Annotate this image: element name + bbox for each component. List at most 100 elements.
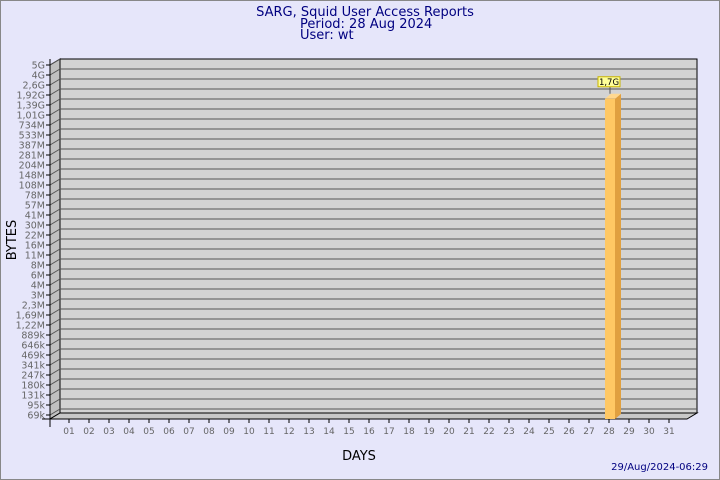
side-wall xyxy=(49,58,61,420)
grid-line-side xyxy=(49,338,61,346)
grid-line-side xyxy=(49,208,61,216)
y-tick-label: 889k xyxy=(21,331,45,342)
x-tick-label: 19 xyxy=(423,427,435,437)
grid-line-side xyxy=(49,218,61,226)
x-tick-label: 24 xyxy=(523,427,535,437)
bar-side xyxy=(615,93,621,419)
x-tick-label: 25 xyxy=(543,427,554,437)
chart-title: SARG, Squid User Access Reports xyxy=(256,5,474,20)
y-tick-label: 646k xyxy=(21,341,45,352)
grid-line-side xyxy=(49,368,61,376)
grid-line-side xyxy=(49,258,61,266)
grid-line-side xyxy=(49,188,61,196)
y-tick-label: 3M xyxy=(31,291,45,302)
grid-line-side xyxy=(49,58,61,66)
y-tick-label: 387M xyxy=(19,141,45,152)
x-tick-label: 16 xyxy=(363,427,375,437)
grid-line-side xyxy=(49,398,61,406)
y-tick-label: 4G xyxy=(32,71,45,82)
grid-line-side xyxy=(49,248,61,256)
grid-line-side xyxy=(49,178,61,186)
x-tick-label: 31 xyxy=(663,427,674,437)
x-tick-label: 20 xyxy=(443,427,455,437)
grid-line-side xyxy=(49,228,61,236)
y-tick-label: 180k xyxy=(21,381,45,392)
y-tick-label: 16M xyxy=(25,241,45,252)
y-tick-label: 41M xyxy=(25,211,45,222)
x-tick-label: 13 xyxy=(303,427,314,437)
x-tick-label: 10 xyxy=(243,427,255,437)
x-tick-label: 26 xyxy=(563,427,575,437)
y-tick-label: 148M xyxy=(19,171,45,182)
grid-line-side xyxy=(49,288,61,296)
grid-line-side xyxy=(49,118,61,126)
x-tick-label: 06 xyxy=(163,427,175,437)
y-tick-label: 30M xyxy=(25,221,45,232)
grid-line-side xyxy=(49,318,61,326)
y-tick-label: 2,6G xyxy=(23,81,45,92)
grid-line-side xyxy=(49,298,61,306)
y-tick-label: 1,69M xyxy=(16,311,45,322)
y-tick-label: 57M xyxy=(25,201,45,212)
grid-line-side xyxy=(49,238,61,246)
grid-line-side xyxy=(49,198,61,206)
x-tick-label: 17 xyxy=(383,427,394,437)
grid-line-side xyxy=(49,388,61,396)
grid-line-side xyxy=(49,108,61,116)
y-tick-label: 533M xyxy=(19,131,45,142)
y-tick-label: 4M xyxy=(31,281,45,292)
x-tick-label: 29 xyxy=(623,427,635,437)
y-tick-label: 22M xyxy=(25,231,45,242)
y-tick-label: 108M xyxy=(19,181,45,192)
x-tick-label: 08 xyxy=(203,427,215,437)
x-tick-label: 28 xyxy=(603,427,615,437)
y-tick-label: 734M xyxy=(19,121,45,132)
y-tick-label: 131k xyxy=(21,391,45,402)
x-tick-label: 04 xyxy=(123,427,135,437)
x-tick-label: 22 xyxy=(483,427,494,437)
grid-line-side xyxy=(49,158,61,166)
y-tick-label: 69k xyxy=(27,411,45,422)
chart-period: Period: 28 Aug 2024 xyxy=(300,17,432,32)
y-tick-label: 1,39G xyxy=(16,101,45,112)
x-tick-label: 27 xyxy=(583,427,594,437)
bar-top xyxy=(605,93,621,99)
x-tick-label: 12 xyxy=(283,427,294,437)
back-wall xyxy=(59,58,698,414)
y-tick-label: 2,3M xyxy=(22,301,45,312)
y-tick-label: 247k xyxy=(21,371,45,382)
grid-line-side xyxy=(49,308,61,316)
y-tick-label: 78M xyxy=(25,191,45,202)
y-tick-label: 341k xyxy=(21,361,45,372)
grid-line-side xyxy=(49,98,61,106)
x-tick-label: 03 xyxy=(103,427,114,437)
bar-day-28 xyxy=(605,98,615,419)
grid-line-side xyxy=(49,68,61,76)
x-tick-label: 18 xyxy=(403,427,415,437)
grid-line-side xyxy=(49,278,61,286)
y-tick-label: 204M xyxy=(19,161,45,172)
grid-line-side xyxy=(49,88,61,96)
grid-line-side xyxy=(49,328,61,336)
x-tick-label: 15 xyxy=(343,427,354,437)
grid-line-side xyxy=(49,128,61,136)
x-axis-label: DAYS xyxy=(342,449,376,464)
y-tick-label: 1,01G xyxy=(16,111,45,122)
generated-timestamp: 29/Aug/2024-06:29 xyxy=(611,462,708,473)
x-tick-label: 07 xyxy=(183,427,194,437)
y-tick-label: 5G xyxy=(32,61,45,72)
x-tick-label: 11 xyxy=(263,427,274,437)
y-axis-label: BYTES xyxy=(5,220,20,261)
x-tick-label: 02 xyxy=(83,427,94,437)
grid-line-side xyxy=(49,358,61,366)
y-tick-label: 8M xyxy=(31,261,45,272)
x-tick-label: 21 xyxy=(463,427,474,437)
y-tick-label: 1,22M xyxy=(16,321,45,332)
grid-line-side xyxy=(49,348,61,356)
y-tick-label: 469k xyxy=(21,351,45,362)
y-tick-label: 6M xyxy=(31,271,45,282)
grid-line-side xyxy=(49,138,61,146)
grid-line-side xyxy=(49,408,61,416)
x-tick-label: 09 xyxy=(223,427,235,437)
